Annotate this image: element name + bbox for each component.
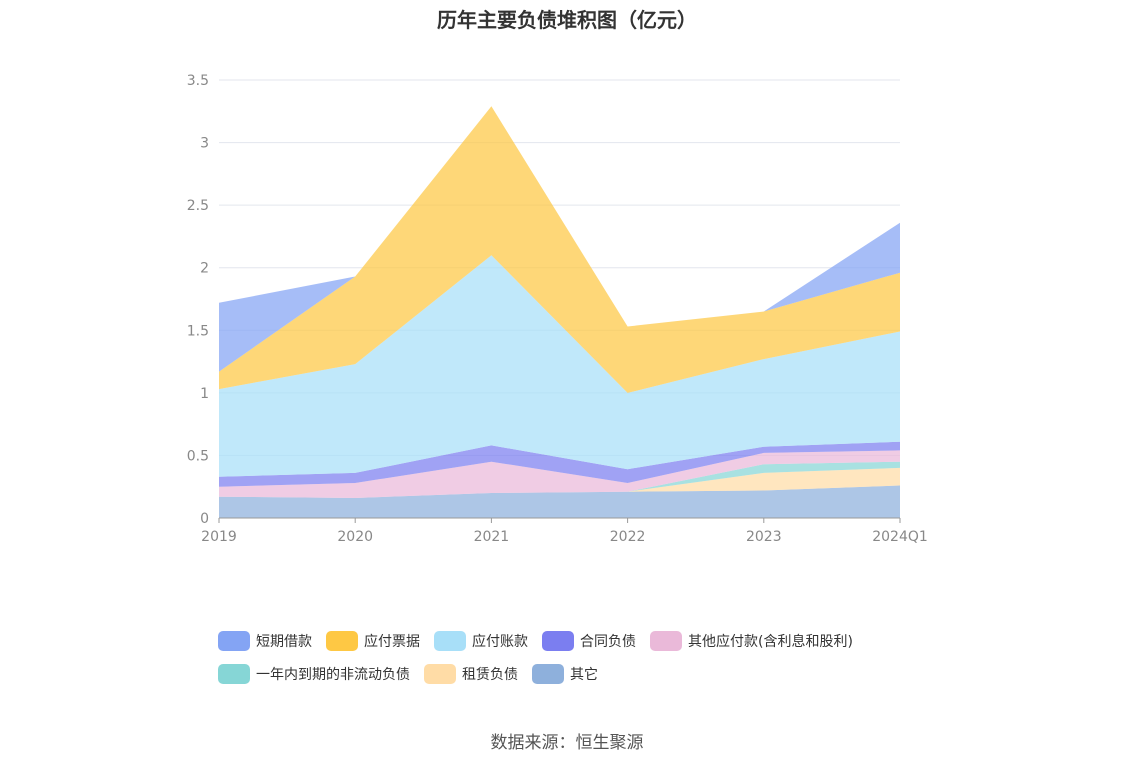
legend-label: 应付账款 <box>472 634 528 650</box>
area-合同负债 <box>219 441 900 487</box>
x-tick-label: 2023 <box>746 529 782 545</box>
x-tick-label: 2024Q1 <box>872 529 928 545</box>
legend-item[interactable]: 租赁负债 <box>424 664 518 684</box>
y-tick-label: 0.5 <box>187 448 209 464</box>
y-tick-label: 2.5 <box>187 198 209 214</box>
legend-swatch <box>424 664 456 684</box>
area-应付票据 <box>219 106 900 393</box>
legend-item[interactable]: 应付账款 <box>434 631 528 651</box>
legend-swatch <box>542 631 574 651</box>
x-tick-label: 2019 <box>201 529 237 545</box>
legend-label: 短期借款 <box>256 634 312 650</box>
y-tick-label: 0 <box>200 511 209 527</box>
legend-swatch <box>650 631 682 651</box>
area-series <box>219 106 900 518</box>
legend-swatch <box>326 631 358 651</box>
legend-swatch <box>218 631 250 651</box>
legend-label: 其他应付款(含利息和股利) <box>688 634 853 650</box>
area-其他应付款(含利息和股利) <box>219 450 900 498</box>
y-tick-label: 2 <box>200 261 209 277</box>
legend-swatch <box>218 664 250 684</box>
area-其它 <box>219 485 900 518</box>
stacked-area-chart: 0 0.5 1 1.5 2 2.5 3 3.5 2019 2020 2021 2022 2023 2024… <box>187 73 928 545</box>
x-tick-label: 2021 <box>474 529 510 545</box>
y-tick-label: 3.5 <box>187 73 209 89</box>
legend-item[interactable]: 合同负债 <box>542 631 636 651</box>
y-tick-label: 3 <box>200 136 209 152</box>
legend-item[interactable]: 其他应付款(含利息和股利) <box>650 631 853 651</box>
y-tick-label: 1.5 <box>187 323 209 339</box>
legend-label: 合同负债 <box>580 634 636 650</box>
legend-swatch <box>434 631 466 651</box>
axes: 0 0.5 1 1.5 2 2.5 3 3.5 2019 2020 2021 2022 2023 2024… <box>187 73 928 545</box>
legend-swatch <box>532 664 564 684</box>
legend-label: 应付票据 <box>364 634 420 650</box>
x-tick-label: 2020 <box>337 529 373 545</box>
legend-row: 短期借款 应付票据 应付账款 合同负债 其他应付款(含利息和股利) <box>218 630 938 652</box>
chart-legend: 短期借款 应付票据 应付账款 合同负债 其他应付款(含利息和股利) 一年内到期的非流动负… <box>218 630 938 696</box>
data-source-note: 数据来源：恒生聚源 <box>490 733 644 753</box>
chart-title: 历年主要负债堆积图（亿元） <box>437 8 697 32</box>
legend-label: 其它 <box>570 667 598 683</box>
legend-item[interactable]: 一年内到期的非流动负债 <box>218 664 410 684</box>
legend-item[interactable]: 短期借款 <box>218 631 312 651</box>
legend-row: 一年内到期的非流动负债 租赁负债 其它 <box>218 663 938 685</box>
y-tick-label: 1 <box>200 386 209 402</box>
area-租赁负债 <box>219 467 900 498</box>
legend-item[interactable]: 其它 <box>532 664 598 684</box>
legend-item[interactable]: 应付票据 <box>326 631 420 651</box>
area-一年内到期的非流动负债 <box>219 461 900 498</box>
x-tick-label: 2022 <box>610 529 646 545</box>
area-应付账款 <box>219 255 900 477</box>
legend-label: 租赁负债 <box>462 667 518 683</box>
legend-label: 一年内到期的非流动负债 <box>256 667 410 683</box>
